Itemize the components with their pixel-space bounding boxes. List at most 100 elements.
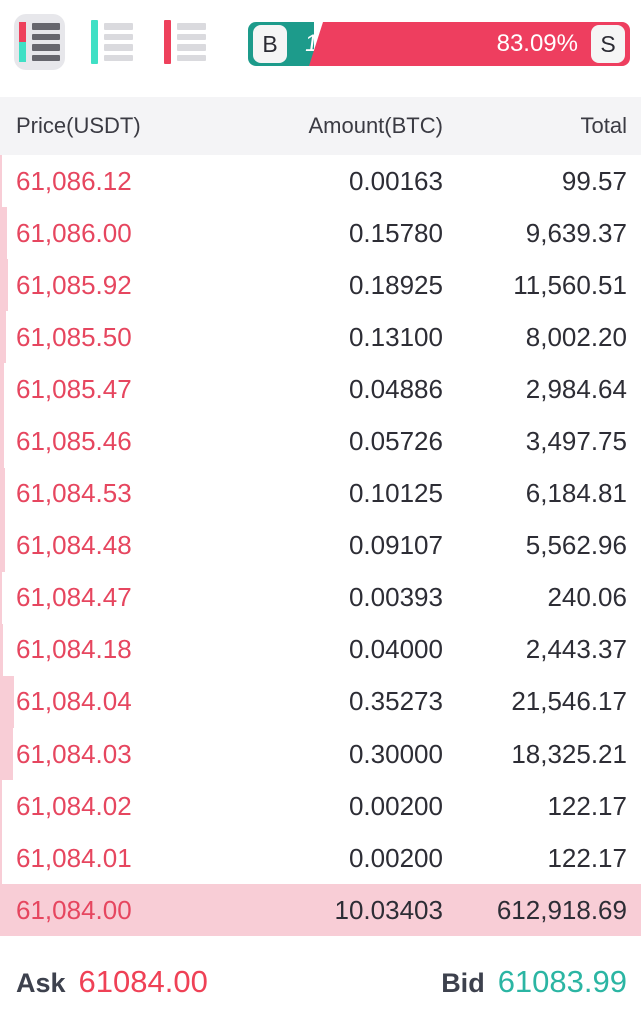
row-amount: 0.00200 [348, 842, 443, 873]
row-price: 61,084.04 [16, 686, 132, 717]
row-price: 61,084.02 [16, 790, 132, 821]
row-amount: 0.35273 [348, 686, 443, 717]
row-total: 21,546.17 [511, 686, 627, 717]
row-amount: 0.10125 [348, 478, 443, 509]
row-amount: 0.04886 [348, 373, 443, 404]
row-price: 61,086.00 [16, 217, 132, 248]
row-price: 61,085.46 [16, 426, 132, 457]
depth-bar [0, 780, 2, 833]
row-total: 6,184.81 [525, 478, 627, 509]
row-total: 122.17 [547, 790, 627, 821]
order-book-row[interactable]: 61,084.02 0.00200 122.17 [0, 780, 641, 833]
row-total: 11,560.51 [513, 269, 627, 300]
sell-bar-icon [164, 20, 171, 64]
row-total: 2,984.64 [525, 373, 627, 404]
order-book-toolbar: B 1 83.09% S [0, 0, 641, 90]
order-book-row[interactable]: 61,084.01 0.00200 122.17 [0, 832, 641, 885]
depth-bar [0, 259, 8, 312]
depth-bar [0, 519, 5, 572]
buy-sell-split-icon [19, 22, 26, 62]
row-amount: 0.05726 [348, 426, 443, 457]
sell-percent: 83.09% [496, 30, 578, 57]
view-sells-only-button[interactable] [159, 14, 211, 70]
row-amount: 0.15780 [348, 217, 443, 248]
bid-label: Bid [441, 968, 485, 998]
order-book-rows: 61,086.12 0.00163 99.57 61,086.00 0.1578… [0, 155, 641, 937]
order-book-row[interactable]: 61,084.03 0.30000 18,325.21 [0, 728, 641, 781]
row-amount: 0.13100 [348, 321, 443, 352]
row-amount: 0.00163 [348, 165, 443, 196]
depth-bar [0, 207, 7, 260]
ask-bid-footer: Ask 61084.00 Bid 61083.99 [0, 935, 641, 1023]
row-price: 61,084.01 [16, 842, 132, 873]
buy-ratio-segment: B 1 [248, 22, 314, 66]
order-book-row[interactable]: 61,084.00 10.03403 612,918.69 [0, 884, 641, 937]
buy-sell-ratio-bar[interactable]: B 1 83.09% S [248, 22, 630, 66]
ask-block: Ask 61084.00 [16, 964, 208, 1000]
order-book-row[interactable]: 61,085.50 0.13100 8,002.20 [0, 311, 641, 364]
row-amount: 0.09107 [348, 530, 443, 561]
order-book-row[interactable]: 61,084.47 0.00393 240.06 [0, 571, 641, 624]
sell-badge: S [591, 25, 625, 63]
row-price: 61,085.92 [16, 269, 132, 300]
list-lines-icon [177, 23, 206, 61]
row-total: 2,443.37 [525, 634, 627, 665]
depth-bar [0, 415, 4, 468]
row-price: 61,085.50 [16, 321, 132, 352]
row-total: 18,325.21 [511, 738, 627, 769]
order-book-row[interactable]: 61,086.12 0.00163 99.57 [0, 155, 641, 208]
row-amount: 10.03403 [334, 894, 443, 925]
depth-bar [0, 155, 2, 208]
row-total: 612,918.69 [496, 894, 627, 925]
row-price: 61,086.12 [16, 165, 132, 196]
row-total: 9,639.37 [525, 217, 627, 248]
row-price: 61,084.03 [16, 738, 132, 769]
depth-bar [0, 884, 641, 937]
order-book-row[interactable]: 61,086.00 0.15780 9,639.37 [0, 207, 641, 260]
depth-bar [0, 832, 2, 885]
view-buys-only-button[interactable] [86, 14, 138, 70]
depth-bar [0, 467, 5, 520]
list-lines-icon [32, 23, 60, 61]
view-mode-switcher [14, 14, 211, 70]
row-amount: 0.00393 [348, 582, 443, 613]
row-price: 61,084.48 [16, 530, 132, 561]
bid-block: Bid 61083.99 [441, 964, 627, 1000]
list-lines-icon [104, 23, 133, 61]
depth-bar [0, 623, 3, 676]
depth-bar [0, 571, 2, 624]
row-amount: 0.04000 [348, 634, 443, 665]
row-amount: 0.30000 [348, 738, 443, 769]
row-amount: 0.18925 [348, 269, 443, 300]
buy-badge: B [253, 25, 287, 63]
row-price: 61,084.00 [16, 894, 132, 925]
row-total: 99.57 [561, 165, 627, 196]
order-book-row[interactable]: 61,085.46 0.05726 3,497.75 [0, 415, 641, 468]
row-amount: 0.00200 [348, 790, 443, 821]
row-price: 61,084.53 [16, 478, 132, 509]
order-book-row[interactable]: 61,085.47 0.04886 2,984.64 [0, 363, 641, 416]
header-amount: Amount(BTC) [308, 113, 443, 138]
header-total: Total [580, 113, 627, 138]
order-book-header: Price(USDT) Amount(BTC) Total [0, 97, 641, 155]
buy-bar-icon [91, 20, 98, 64]
order-book-row[interactable]: 61,084.53 0.10125 6,184.81 [0, 467, 641, 520]
row-total: 8,002.20 [525, 321, 627, 352]
order-book-row[interactable]: 61,084.18 0.04000 2,443.37 [0, 623, 641, 676]
row-price: 61,084.47 [16, 582, 132, 613]
order-book-row[interactable]: 61,084.04 0.35273 21,546.17 [0, 675, 641, 729]
depth-bar [0, 675, 14, 729]
order-book-row[interactable]: 61,084.48 0.09107 5,562.96 [0, 519, 641, 572]
row-total: 3,497.75 [525, 426, 627, 457]
ask-label: Ask [16, 968, 66, 998]
depth-bar [0, 363, 4, 416]
buy-percent: 1 [303, 30, 314, 57]
view-combined-button[interactable] [14, 14, 65, 70]
ask-price[interactable]: 61084.00 [78, 964, 208, 999]
order-book-row[interactable]: 61,085.92 0.18925 11,560.51 [0, 259, 641, 312]
depth-bar [0, 311, 6, 364]
bid-price[interactable]: 61083.99 [497, 964, 627, 999]
row-price: 61,085.47 [16, 373, 132, 404]
header-price: Price(USDT) [16, 113, 141, 138]
row-total: 240.06 [547, 582, 627, 613]
